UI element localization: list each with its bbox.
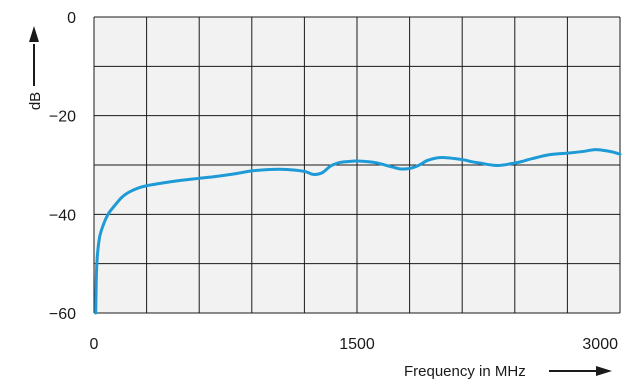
x-axis-arrow-head — [596, 366, 612, 376]
series-line — [94, 148, 622, 315]
y-axis-arrow-head — [29, 26, 39, 42]
y-tick-labels: 0 −20 −40 −60 — [49, 10, 76, 323]
y-tick-label-0: 0 — [67, 10, 76, 27]
x-tick-label-1: 1500 — [339, 336, 375, 353]
y-tick-label-3: −60 — [49, 306, 76, 323]
x-tick-labels: 0 1500 3000 — [90, 336, 619, 353]
y-axis-title: dB — [27, 92, 44, 110]
y-tick-label-1: −20 — [49, 109, 76, 126]
y-tick-label-2: −40 — [49, 207, 76, 224]
x-tick-label-2: 3000 — [582, 336, 618, 353]
grid — [93, 16, 621, 314]
x-axis-title: Frequency in MHz — [404, 363, 526, 380]
x-tick-label-0: 0 — [90, 336, 99, 353]
